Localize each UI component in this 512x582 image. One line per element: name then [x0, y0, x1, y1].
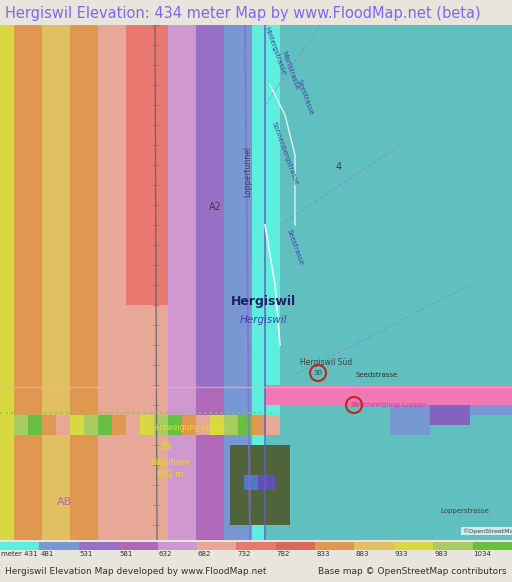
- Text: Hergiswil: Hergiswil: [230, 295, 295, 308]
- Bar: [433, 542, 473, 550]
- Text: Seestrasse: Seestrasse: [286, 228, 304, 266]
- Text: Hintergstrasse: Hintergstrasse: [264, 26, 287, 76]
- Text: 39: 39: [159, 442, 171, 452]
- Text: ©OpenStreetMap: ©OpenStreetMap: [462, 528, 512, 534]
- Text: 481: 481: [40, 551, 54, 557]
- Bar: [473, 542, 512, 550]
- Text: 782: 782: [276, 551, 290, 557]
- Bar: [315, 542, 354, 550]
- Text: AB: AB: [57, 497, 73, 507]
- Text: Seedstrasse: Seedstrasse: [355, 372, 397, 378]
- Text: 4: 4: [336, 162, 342, 172]
- Text: Verzweigung Lopper: Verzweigung Lopper: [355, 402, 426, 408]
- Bar: [0, 542, 39, 550]
- Text: 961 m: 961 m: [157, 470, 183, 479]
- Text: Hergiswil Elevation: 434 meter Map by www.FloodMap.net (beta): Hergiswil Elevation: 434 meter Map by ww…: [5, 6, 481, 22]
- Text: Martstrasse: Martstrasse: [280, 51, 300, 91]
- Text: 883: 883: [355, 551, 369, 557]
- Bar: [354, 542, 394, 550]
- Text: 30: 30: [313, 370, 323, 376]
- Text: 632: 632: [159, 551, 172, 557]
- Text: Seestrasse: Seestrasse: [296, 79, 314, 116]
- Text: Sonnenbergstrasse: Sonnenbergstrasse: [271, 121, 300, 186]
- Bar: [39, 542, 79, 550]
- Text: 1034: 1034: [474, 551, 492, 557]
- Text: Lopperstrasse: Lopperstrasse: [440, 508, 489, 514]
- Text: Loppertunnel: Loppertunnel: [244, 146, 252, 197]
- Bar: [79, 542, 118, 550]
- Bar: [118, 542, 158, 550]
- Bar: [394, 542, 433, 550]
- Text: 581: 581: [119, 551, 133, 557]
- Text: Hergiswil Elevation Map developed by www.FloodMap.net: Hergiswil Elevation Map developed by www…: [5, 566, 267, 576]
- Text: Base map © OpenStreetMap contributors: Base map © OpenStreetMap contributors: [318, 566, 507, 576]
- Text: 732: 732: [238, 551, 251, 557]
- Text: Hergiswil Süd: Hergiswil Süd: [300, 358, 352, 367]
- Text: 933: 933: [395, 551, 409, 557]
- Bar: [197, 542, 237, 550]
- Text: Hergiswil: Hergiswil: [239, 315, 287, 325]
- Bar: [237, 542, 275, 550]
- Text: 833: 833: [316, 551, 330, 557]
- Text: 682: 682: [198, 551, 211, 557]
- Text: A2: A2: [208, 202, 221, 212]
- Text: Haslihorn: Haslihorn: [150, 458, 190, 467]
- Text: 531: 531: [80, 551, 93, 557]
- Text: meter 431: meter 431: [1, 551, 37, 557]
- Text: 983: 983: [434, 551, 448, 557]
- Text: 30: 30: [350, 402, 358, 408]
- Bar: [158, 542, 197, 550]
- Text: Verzweigung Lopper: Verzweigung Lopper: [150, 423, 228, 432]
- Bar: [275, 542, 315, 550]
